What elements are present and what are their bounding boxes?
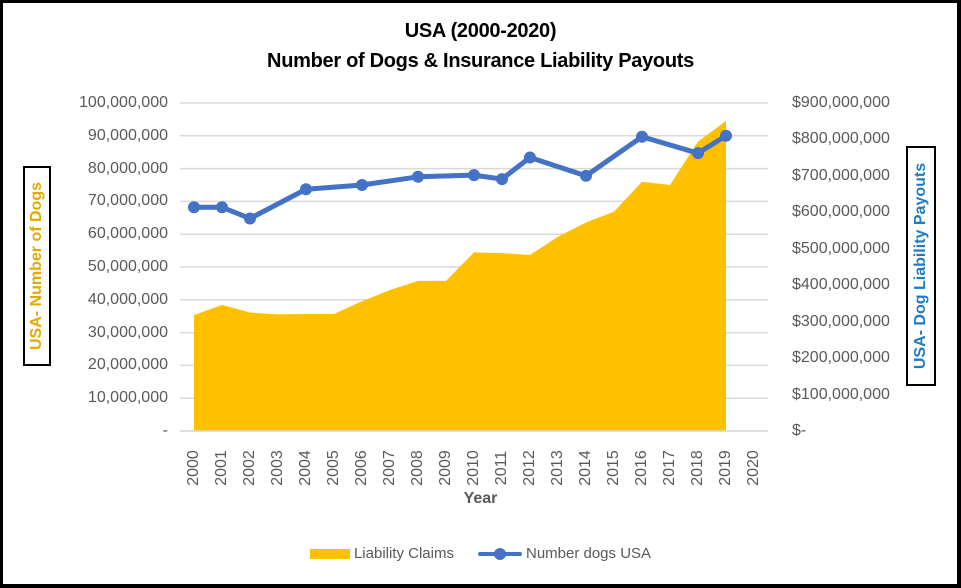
x-tick-label: 2018: [689, 450, 706, 486]
data-point-number-dogs: [496, 173, 508, 186]
legend-item-number-dogs: Number dogs USA: [477, 545, 652, 562]
x-axis-title: Year: [463, 490, 498, 507]
y-left-tick-label: 40,000,000: [87, 290, 168, 308]
y-right-tick-label: $500,000,000: [792, 239, 890, 257]
x-tick-label: 2012: [521, 450, 538, 486]
x-tick-label: 2017: [661, 450, 678, 486]
x-tick-label: 2019: [717, 450, 734, 486]
legend: Liability Claims Number dogs USA: [0, 545, 961, 562]
x-tick-label: 2015: [605, 450, 622, 486]
data-point-number-dogs: [300, 183, 312, 196]
legend-label: Number dogs USA: [525, 545, 652, 562]
data-point-number-dogs: [580, 169, 592, 182]
x-tick-label: 2000: [185, 450, 202, 486]
y-axis-right-title-box: USA- Dog Liability Payouts: [906, 146, 936, 386]
y-left-tick-label: 100,000,000: [79, 94, 168, 111]
data-point-number-dogs: [468, 169, 480, 182]
x-tick-label: 2001: [213, 450, 230, 486]
x-tick-label: 2004: [297, 450, 314, 486]
y-right-tick-label: $-: [792, 422, 807, 439]
y-left-tick-label: 80,000,000: [87, 159, 168, 177]
legend-line-marker-icon: [477, 547, 522, 560]
y-left-tick-label: 10,000,000: [87, 389, 168, 407]
legend-label: Liability Claims: [353, 545, 454, 562]
x-tick-label: 2013: [549, 450, 566, 486]
legend-area-swatch-icon: [309, 548, 350, 559]
area-liability-claims: [194, 120, 726, 431]
data-point-number-dogs: [636, 130, 648, 143]
y-axis-left-title: USA- Number of Dogs: [28, 182, 45, 350]
chart-title: USA (2000-2020): [404, 20, 557, 42]
y-right-tick-label: $200,000,000: [792, 349, 890, 367]
data-point-number-dogs: [356, 179, 368, 191]
x-tick-label: 2010: [465, 450, 482, 486]
data-point-number-dogs: [244, 212, 256, 225]
x-tick-label: 2008: [409, 450, 426, 486]
y-right-tick-label: $100,000,000: [792, 385, 890, 403]
y-left-tick-label: 60,000,000: [87, 225, 168, 243]
x-tick-label: 2005: [325, 450, 342, 486]
y-left-tick-label: 70,000,000: [87, 192, 168, 210]
y-axis-left-title-box: USA- Number of Dogs: [23, 166, 51, 366]
x-tick-label: 2006: [353, 450, 370, 486]
x-tick-label: 2020: [745, 450, 762, 486]
y-right-tick-label: $600,000,000: [792, 203, 890, 221]
data-point-number-dogs: [692, 147, 704, 160]
x-tick-label: 2003: [269, 450, 286, 486]
y-left-tick-label: 20,000,000: [87, 356, 168, 374]
data-point-number-dogs: [188, 201, 200, 214]
data-point-number-dogs: [216, 201, 228, 214]
x-tick-label: 2016: [633, 450, 650, 486]
y-right-tick-label: $800,000,000: [792, 130, 890, 148]
x-tick-label: 2014: [577, 450, 594, 486]
y-right-tick-label: $300,000,000: [792, 312, 890, 330]
y-right-tick-label: $900,000,000: [792, 94, 890, 111]
y-axis-right-title: USA- Dog Liability Payouts: [912, 162, 929, 370]
x-tick-label: 2009: [437, 450, 454, 486]
x-tick-label: 2011: [493, 450, 510, 486]
y-left-tick-label: 30,000,000: [87, 323, 168, 341]
y-right-tick-label: $700,000,000: [792, 166, 890, 184]
legend-item-liability-claims: Liability Claims: [309, 545, 454, 562]
y-left-tick-label: 50,000,000: [87, 258, 168, 275]
chart-subtitle: Number of Dogs & Insurance Liability Pay…: [267, 50, 694, 72]
data-point-number-dogs: [720, 129, 732, 142]
x-tick-label: 2002: [241, 450, 258, 486]
y-right-tick-label: $400,000,000: [792, 276, 890, 294]
data-point-number-dogs: [524, 151, 536, 164]
y-left-tick-label: 90,000,000: [87, 126, 168, 144]
x-tick-label: 2007: [381, 450, 398, 486]
data-point-number-dogs: [412, 170, 424, 183]
y-left-tick-label: -: [162, 422, 168, 439]
